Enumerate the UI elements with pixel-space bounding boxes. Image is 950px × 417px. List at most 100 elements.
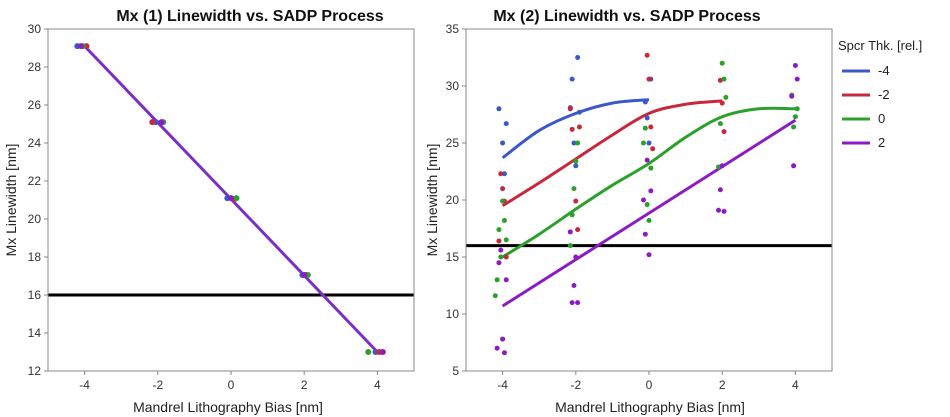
y-tick-label: 22 bbox=[28, 174, 42, 188]
data-point-series-2 bbox=[644, 157, 650, 163]
y-tick-label: 28 bbox=[28, 60, 42, 74]
data-point-series--4 bbox=[573, 163, 579, 169]
data-point-series-2 bbox=[494, 345, 500, 351]
data-point-series-0 bbox=[498, 254, 504, 260]
legend-label: -4 bbox=[878, 63, 890, 78]
y-tick-label: 10 bbox=[446, 307, 460, 321]
data-point-series-0 bbox=[501, 218, 507, 224]
data-point-series-0 bbox=[792, 114, 798, 120]
data-point-series--2 bbox=[496, 238, 502, 244]
data-point-series-0 bbox=[642, 125, 648, 131]
data-point-series-2 bbox=[567, 229, 573, 235]
legend-label: -2 bbox=[878, 87, 890, 102]
chart-right-x-axis-label: Mandrel Lithography Bias [nm] bbox=[555, 399, 745, 415]
data-point-series--4 bbox=[496, 106, 502, 112]
data-point-series--4 bbox=[646, 140, 652, 146]
data-point-series-2 bbox=[641, 197, 647, 203]
data-point-series-2 bbox=[503, 277, 509, 283]
data-point-series-2 bbox=[794, 76, 800, 82]
data-point bbox=[365, 349, 372, 355]
data-point-series--2 bbox=[503, 254, 509, 260]
x-tick-label: -2 bbox=[570, 378, 581, 392]
y-tick-label: 24 bbox=[28, 136, 42, 150]
data-point-series-0 bbox=[648, 165, 654, 171]
data-point-series--2 bbox=[719, 100, 725, 106]
data-point-series-2 bbox=[571, 283, 577, 288]
data-point-series-2 bbox=[569, 300, 575, 306]
chart-left: Mx (1) Linewidth vs. SADP Process Mandre… bbox=[3, 8, 415, 415]
fit-curve-series--4 bbox=[501, 98, 650, 160]
data-point-series-2 bbox=[719, 163, 725, 169]
data-point bbox=[379, 349, 386, 355]
y-tick-label: 12 bbox=[28, 364, 42, 378]
legend-title: Spcr Thk. [rel.] bbox=[838, 38, 922, 53]
y-tick-label: 18 bbox=[28, 250, 42, 264]
data-point bbox=[158, 119, 165, 126]
data-point-series--4 bbox=[575, 55, 581, 60]
chart-right-title: Mx (2) Linewidth vs. SADP Process bbox=[493, 8, 760, 25]
data-point bbox=[233, 195, 240, 202]
data-point-series-0 bbox=[573, 158, 579, 164]
data-point-series-0 bbox=[567, 243, 573, 249]
y-tick-label: 30 bbox=[28, 22, 42, 36]
data-point-series-2 bbox=[500, 336, 506, 342]
x-tick-label: 2 bbox=[301, 378, 308, 392]
data-point-series-2 bbox=[791, 163, 797, 169]
legend-label: 2 bbox=[878, 135, 885, 150]
y-tick-label: 16 bbox=[28, 288, 42, 302]
data-point-series-0 bbox=[719, 60, 725, 66]
data-point-series-0 bbox=[794, 106, 800, 112]
x-tick-label: 0 bbox=[646, 378, 653, 392]
data-point-series-2 bbox=[501, 350, 507, 356]
data-point-series-2 bbox=[717, 187, 723, 193]
data-point-series-0 bbox=[571, 186, 577, 192]
data-point-series-2 bbox=[716, 207, 722, 213]
data-point-series--2 bbox=[644, 52, 650, 58]
fit-curve-series-0 bbox=[501, 106, 796, 259]
data-point-series-2 bbox=[642, 231, 648, 237]
data-point-series--4 bbox=[569, 76, 575, 82]
data-point-series-2 bbox=[789, 93, 795, 99]
x-tick-label: 0 bbox=[228, 378, 235, 392]
x-tick-label: -2 bbox=[152, 378, 163, 392]
data-point-series-0 bbox=[492, 293, 498, 299]
data-point-series--4 bbox=[571, 140, 577, 146]
data-point-series-2 bbox=[648, 188, 654, 194]
data-point-series-0 bbox=[575, 140, 581, 146]
data-point-series--4 bbox=[501, 171, 507, 177]
data-point-series-0 bbox=[500, 198, 506, 204]
x-tick-label: 4 bbox=[792, 378, 799, 392]
chart-right: Mx (2) Linewidth vs. SADP Process Mandre… bbox=[424, 8, 833, 415]
data-point bbox=[301, 272, 308, 279]
data-point-series-2 bbox=[721, 208, 727, 214]
y-tick-label: 5 bbox=[452, 364, 459, 378]
y-tick-label: 14 bbox=[28, 326, 42, 340]
data-point-series--2 bbox=[573, 198, 579, 204]
x-tick-label: 2 bbox=[719, 378, 726, 392]
y-tick-label: 26 bbox=[28, 98, 42, 112]
data-point-series-0 bbox=[721, 76, 727, 82]
data-point-series-0 bbox=[569, 212, 575, 218]
y-tick-label: 35 bbox=[446, 22, 460, 36]
data-point bbox=[228, 195, 234, 202]
data-point-series-0 bbox=[641, 140, 647, 146]
data-point-series-2 bbox=[573, 254, 579, 260]
y-tick-label: 20 bbox=[28, 212, 42, 226]
data-point-series-2 bbox=[496, 260, 502, 266]
chart-right-legend: Spcr Thk. [rel.] -4 -2 0 2 bbox=[838, 38, 922, 150]
y-tick-label: 25 bbox=[446, 136, 460, 150]
x-tick-label: 4 bbox=[374, 378, 381, 392]
data-point-series-0 bbox=[496, 227, 502, 233]
data-point-series-2 bbox=[646, 252, 652, 258]
data-point-series-2 bbox=[498, 247, 504, 253]
fit-curve-series-2 bbox=[501, 118, 797, 308]
data-point-series-0 bbox=[503, 237, 509, 243]
x-tick-label: -4 bbox=[79, 378, 90, 392]
data-point bbox=[77, 43, 84, 50]
data-point-series-0 bbox=[644, 202, 650, 208]
data-point-series--2 bbox=[500, 186, 506, 192]
data-point-series--2 bbox=[498, 171, 504, 177]
data-point-series--4 bbox=[503, 121, 509, 127]
data-point-series-0 bbox=[723, 94, 729, 100]
